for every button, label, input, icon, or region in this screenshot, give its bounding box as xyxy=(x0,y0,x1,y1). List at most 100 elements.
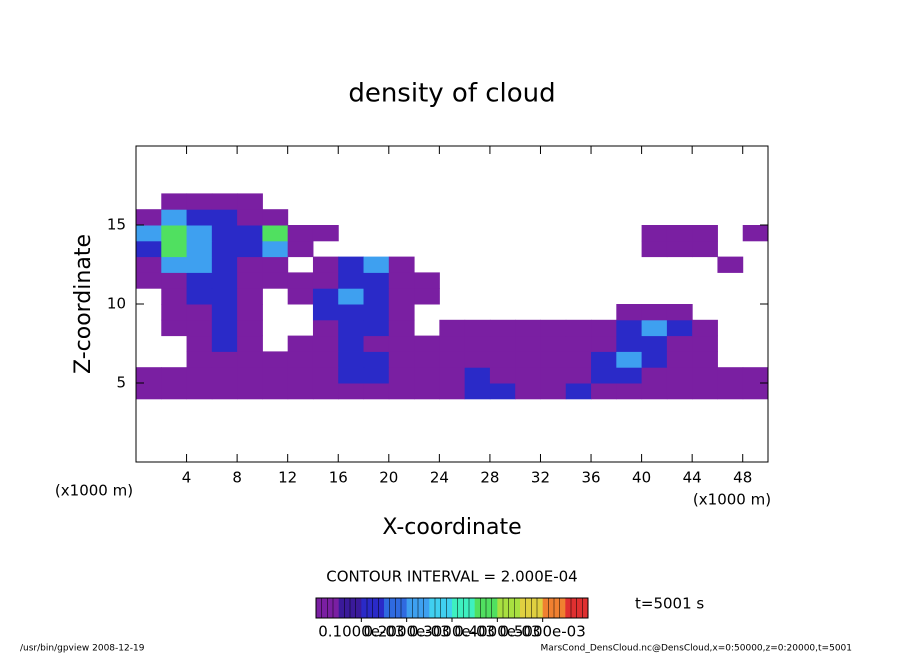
cell xyxy=(312,383,339,400)
cell xyxy=(262,351,289,368)
cell xyxy=(338,351,365,368)
x-tick-label: 48 xyxy=(733,469,752,487)
cell xyxy=(540,351,567,368)
cell xyxy=(692,319,718,337)
cell xyxy=(591,351,617,368)
cell xyxy=(388,272,415,289)
footer-right: MarsCond_DensCloud.nc@DensCloud,x=0:5000… xyxy=(541,644,853,654)
cell xyxy=(161,304,188,321)
cell xyxy=(489,383,516,400)
cell xyxy=(388,383,415,400)
x-axis-label: X-coordinate xyxy=(382,515,521,540)
colorbar-tick-label: 0.4000e-03 xyxy=(454,623,540,641)
cell xyxy=(692,240,718,258)
cell xyxy=(388,319,415,337)
cell xyxy=(312,288,339,305)
cell xyxy=(489,335,516,352)
x-tick-label: 32 xyxy=(531,469,550,487)
cell xyxy=(717,367,744,384)
cell xyxy=(616,367,643,384)
cell xyxy=(439,383,466,400)
y-tick-label: 15 xyxy=(107,216,126,234)
cell xyxy=(515,367,541,384)
cell xyxy=(312,225,339,242)
cell xyxy=(565,351,592,368)
cell xyxy=(211,304,238,321)
cell xyxy=(312,256,339,273)
cell xyxy=(211,335,238,352)
cell xyxy=(161,193,188,210)
cell xyxy=(211,288,238,305)
cell xyxy=(464,367,491,384)
cell xyxy=(742,367,769,384)
cell xyxy=(237,272,263,289)
cell xyxy=(641,304,668,321)
cell xyxy=(666,225,693,242)
cell xyxy=(641,367,668,384)
cell xyxy=(363,256,390,273)
cell xyxy=(262,383,289,400)
cell xyxy=(616,351,643,368)
cell xyxy=(161,288,188,305)
x-tick-label: 28 xyxy=(480,469,499,487)
cell xyxy=(591,367,617,384)
cell xyxy=(287,240,314,258)
cell xyxy=(312,335,339,352)
cell xyxy=(136,225,162,242)
cell xyxy=(338,256,365,273)
cell xyxy=(136,209,162,226)
cell xyxy=(439,335,466,352)
colorbar-tick-label: 0.3000e-03 xyxy=(409,623,495,641)
cell xyxy=(186,225,213,242)
cell xyxy=(237,304,263,321)
cell xyxy=(489,319,516,337)
cell xyxy=(540,319,567,337)
cell xyxy=(161,319,188,337)
cell xyxy=(136,256,162,273)
cell xyxy=(540,383,567,400)
colorbar-tick-label: 0.2000e-03 xyxy=(364,623,450,641)
cell xyxy=(464,383,491,400)
cell xyxy=(414,335,440,352)
cell xyxy=(692,335,718,352)
cell xyxy=(692,383,718,400)
cell xyxy=(211,256,238,273)
cell xyxy=(312,272,339,289)
cell xyxy=(186,319,213,337)
cell xyxy=(287,272,314,289)
cell xyxy=(211,319,238,337)
cell xyxy=(186,367,213,384)
cell xyxy=(237,335,263,352)
cell xyxy=(312,304,339,321)
cell xyxy=(262,240,289,258)
cell xyxy=(363,367,390,384)
cell xyxy=(161,225,188,242)
cell xyxy=(161,256,188,273)
x-tick-label: 12 xyxy=(278,469,297,487)
cell xyxy=(414,367,440,384)
contour-interval: CONTOUR INTERVAL = 2.000E-04 xyxy=(326,568,577,586)
cell xyxy=(439,351,466,368)
cell xyxy=(186,256,213,273)
cell xyxy=(237,209,263,226)
cell xyxy=(565,383,592,400)
x-tick-label: 44 xyxy=(683,469,702,487)
y-tick-label: 5 xyxy=(116,374,126,392)
cell xyxy=(641,383,668,400)
cell xyxy=(666,240,693,258)
cell xyxy=(641,335,668,352)
cell xyxy=(414,351,440,368)
cell xyxy=(136,383,162,400)
x-tick-label: 24 xyxy=(430,469,449,487)
footer-left: /usr/bin/gpview 2008-12-19 xyxy=(20,644,145,654)
cell xyxy=(237,383,263,400)
x-tick-label: 36 xyxy=(581,469,600,487)
x-tick-label: 16 xyxy=(329,469,348,487)
cell xyxy=(211,240,238,258)
cell xyxy=(237,319,263,337)
cell xyxy=(237,256,263,273)
cell xyxy=(414,272,440,289)
cell xyxy=(237,367,263,384)
colorbar: 0.1000e-030.2000e-030.3000e-030.4000e-03… xyxy=(315,597,589,641)
